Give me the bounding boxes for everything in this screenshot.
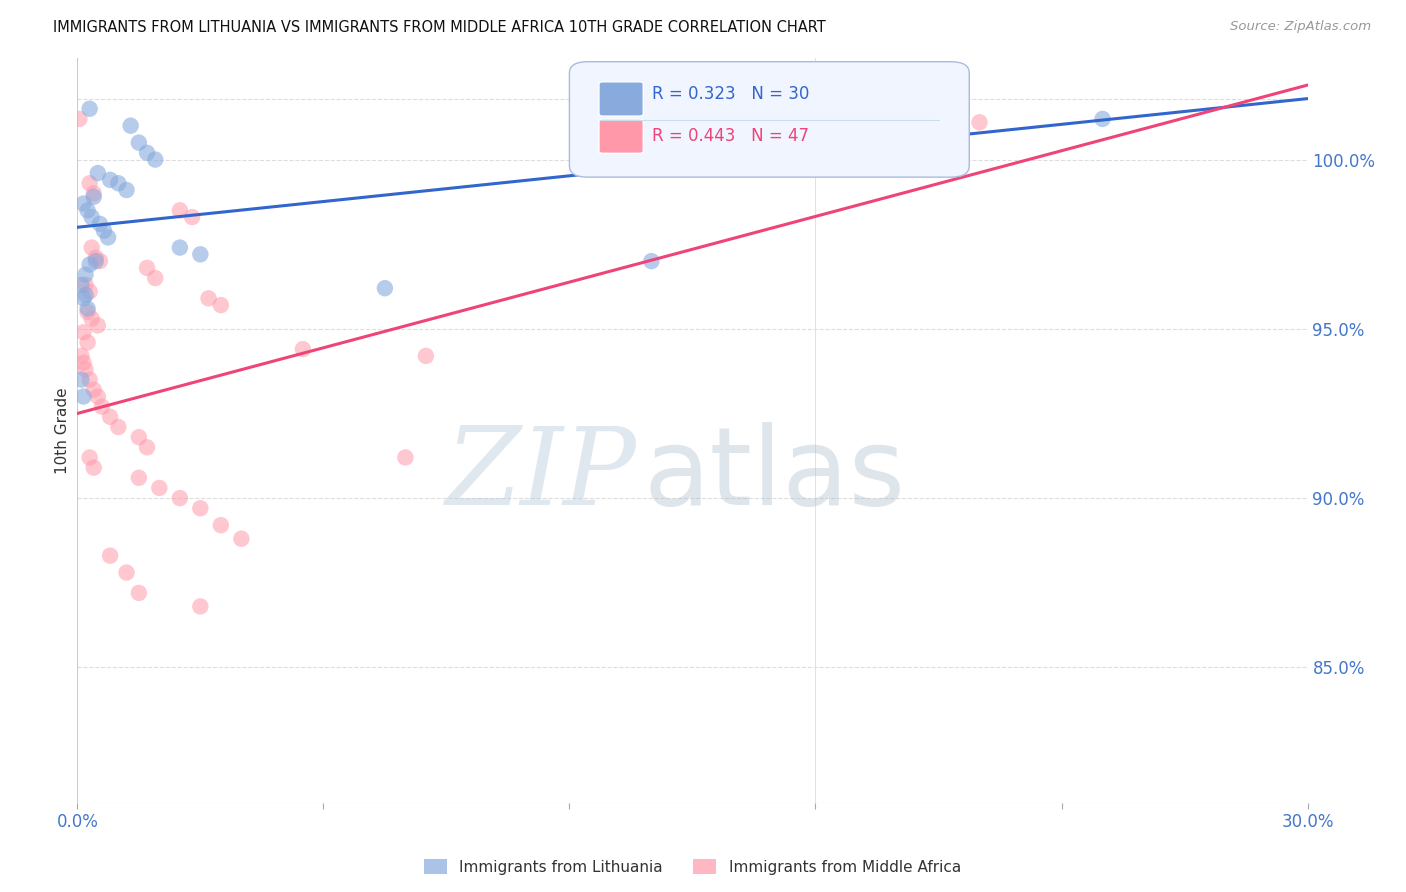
- Point: [98, 549, 121, 563]
- Point: [72, 325, 94, 339]
- Point: [1091, 112, 1114, 126]
- Point: [70, 373, 93, 387]
- Point: [75, 268, 97, 282]
- Point: [98, 409, 121, 424]
- Point: [231, 532, 253, 546]
- Point: [83, 190, 105, 204]
- Text: R = 0.323   N = 30: R = 0.323 N = 30: [652, 85, 810, 103]
- Point: [79, 258, 101, 272]
- Y-axis label: 10th Grade: 10th Grade: [55, 387, 70, 474]
- Point: [415, 349, 437, 363]
- Point: [143, 153, 166, 167]
- Point: [76, 305, 98, 319]
- Point: [79, 176, 101, 190]
- Point: [197, 291, 219, 305]
- Point: [181, 210, 204, 224]
- Point: [72, 390, 94, 404]
- Point: [128, 136, 150, 150]
- Point: [75, 277, 97, 292]
- Point: [97, 230, 120, 244]
- FancyBboxPatch shape: [599, 82, 644, 116]
- Point: [80, 311, 103, 326]
- Point: [80, 210, 103, 224]
- Point: [169, 203, 191, 218]
- Point: [76, 301, 98, 316]
- Point: [90, 400, 114, 414]
- Point: [640, 254, 662, 268]
- Text: Source: ZipAtlas.com: Source: ZipAtlas.com: [1230, 20, 1371, 33]
- Point: [89, 254, 111, 268]
- Point: [969, 115, 991, 129]
- Point: [79, 285, 101, 299]
- Point: [72, 196, 94, 211]
- Point: [72, 356, 94, 370]
- Point: [79, 450, 101, 465]
- Point: [75, 362, 97, 376]
- Point: [115, 183, 138, 197]
- Point: [128, 471, 150, 485]
- Point: [79, 102, 101, 116]
- Text: atlas: atlas: [644, 422, 905, 528]
- Point: [87, 318, 110, 333]
- Point: [76, 335, 98, 350]
- Point: [107, 176, 129, 190]
- Point: [169, 491, 191, 505]
- Point: [143, 271, 166, 285]
- Point: [83, 460, 105, 475]
- Point: [67, 112, 90, 126]
- Point: [70, 349, 93, 363]
- Point: [209, 298, 232, 312]
- Point: [136, 440, 159, 454]
- Point: [181, 813, 204, 827]
- Point: [80, 241, 103, 255]
- Point: [84, 254, 107, 268]
- Point: [75, 288, 97, 302]
- Point: [188, 599, 212, 614]
- Point: [188, 501, 212, 516]
- Point: [136, 260, 159, 275]
- Point: [188, 247, 212, 261]
- Point: [76, 203, 98, 218]
- Point: [136, 145, 159, 160]
- Point: [83, 186, 105, 201]
- Point: [120, 119, 142, 133]
- Point: [98, 173, 121, 187]
- Point: [128, 430, 150, 444]
- Point: [93, 224, 115, 238]
- Point: [87, 166, 110, 180]
- FancyBboxPatch shape: [599, 119, 644, 153]
- Point: [148, 481, 170, 495]
- Text: IMMIGRANTS FROM LITHUANIA VS IMMIGRANTS FROM MIDDLE AFRICA 10TH GRADE CORRELATIO: IMMIGRANTS FROM LITHUANIA VS IMMIGRANTS …: [53, 20, 827, 35]
- FancyBboxPatch shape: [569, 62, 969, 178]
- Point: [394, 450, 416, 465]
- Point: [115, 566, 138, 580]
- Point: [107, 420, 129, 434]
- Point: [89, 217, 111, 231]
- Point: [79, 373, 101, 387]
- Point: [169, 241, 191, 255]
- Point: [209, 518, 232, 533]
- Point: [87, 390, 110, 404]
- Point: [128, 586, 150, 600]
- Point: [291, 342, 314, 356]
- Point: [84, 251, 107, 265]
- Point: [83, 383, 105, 397]
- Text: ZIP: ZIP: [446, 423, 637, 528]
- Point: [374, 281, 396, 295]
- Text: R = 0.443   N = 47: R = 0.443 N = 47: [652, 128, 808, 145]
- Point: [70, 277, 93, 292]
- Legend: Immigrants from Lithuania, Immigrants from Middle Africa: Immigrants from Lithuania, Immigrants fr…: [418, 853, 967, 880]
- Point: [72, 291, 94, 305]
